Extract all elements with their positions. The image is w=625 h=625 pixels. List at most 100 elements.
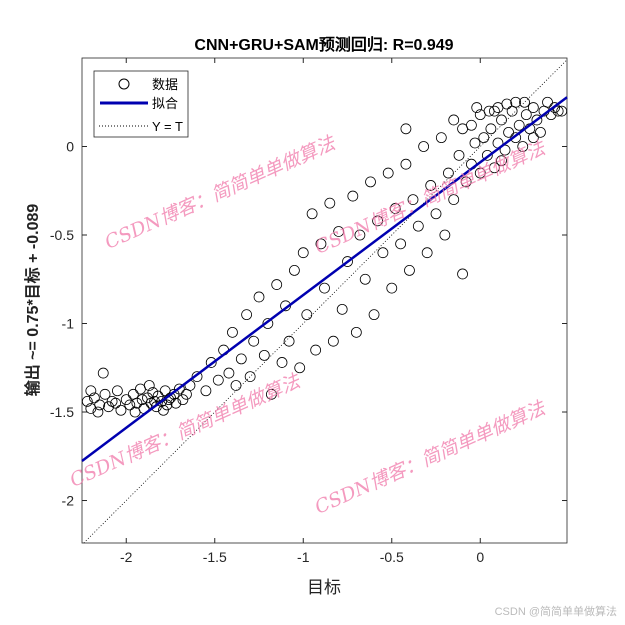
data-point	[501, 98, 513, 110]
data-point	[262, 318, 274, 329]
data-point	[517, 141, 529, 152]
data-point	[474, 167, 486, 179]
data-point	[549, 102, 561, 113]
data-point	[289, 265, 300, 276]
data-point	[412, 220, 424, 232]
data-point	[265, 388, 277, 400]
data-point	[205, 357, 217, 368]
data-point	[310, 344, 322, 356]
data-point	[276, 357, 288, 368]
data-point	[503, 126, 514, 138]
data-point	[85, 385, 97, 397]
data-point	[241, 309, 253, 321]
data-point	[421, 247, 433, 259]
data-point	[527, 102, 539, 113]
x-tick-label: -2	[120, 549, 133, 565]
data-point	[324, 197, 336, 209]
data-point	[81, 395, 93, 407]
data-point	[131, 397, 143, 409]
data-point	[170, 397, 182, 409]
data-point	[359, 273, 371, 285]
data-point	[158, 404, 169, 416]
data-point	[301, 309, 313, 321]
y-axis-label: 输出 ~= 0.75*目标 + -0.089	[23, 204, 42, 397]
data-point	[200, 385, 212, 397]
data-point	[448, 194, 460, 206]
data-point	[136, 394, 148, 406]
data-point	[223, 367, 235, 379]
data-point	[489, 162, 500, 174]
plot-area	[81, 57, 568, 544]
data-point	[481, 149, 493, 161]
data-point	[457, 268, 468, 280]
fit-line	[81, 96, 568, 462]
data-point	[306, 208, 318, 220]
data-point	[333, 226, 345, 237]
data-point	[471, 102, 483, 113]
data-point	[115, 404, 127, 416]
data-point	[510, 132, 522, 144]
data-point	[319, 282, 330, 294]
credit-text: CSDN @简简单单做算法	[494, 606, 617, 618]
data-point	[152, 390, 164, 402]
legend-marker-data	[118, 78, 130, 90]
data-point	[556, 105, 568, 117]
data-point	[212, 374, 224, 386]
data-point	[496, 114, 507, 126]
data-point	[253, 291, 265, 303]
y-tick-label: -1	[62, 316, 75, 332]
data-point	[368, 309, 380, 321]
data-point	[430, 208, 442, 220]
x-tick-label: -1	[297, 549, 310, 565]
data-point	[466, 119, 477, 131]
data-point	[177, 394, 189, 406]
legend-label-identity: Y = T	[152, 119, 183, 134]
data-point	[382, 167, 394, 179]
data-point	[92, 406, 104, 418]
data-point	[161, 399, 173, 411]
data-point	[552, 105, 564, 117]
data-point	[110, 397, 122, 409]
data-point	[395, 238, 407, 250]
data-point	[404, 265, 415, 276]
data-point	[418, 141, 430, 152]
data-point	[386, 282, 398, 294]
x-tick-label: 0	[476, 549, 484, 565]
data-point	[258, 349, 270, 361]
data-point	[97, 367, 109, 379]
data-point	[485, 123, 497, 135]
data-point	[520, 109, 532, 121]
data-point	[147, 387, 159, 398]
data-point	[535, 126, 546, 138]
y-tick-label: -2	[62, 493, 75, 509]
data-point	[336, 303, 348, 315]
data-point	[230, 380, 242, 391]
data-point	[496, 155, 507, 167]
data-point	[469, 137, 481, 149]
data-point	[294, 362, 306, 374]
data-point	[542, 96, 553, 108]
y-tick-label: -1.5	[50, 404, 74, 420]
data-point	[248, 335, 260, 347]
y-tick-label: 0	[66, 139, 74, 155]
data-point	[448, 114, 460, 126]
x-tick-label: -1.5	[203, 549, 227, 565]
data-point	[112, 385, 123, 397]
data-point	[531, 114, 543, 126]
data-point	[389, 203, 401, 214]
data-point	[489, 105, 500, 117]
data-point	[425, 180, 437, 191]
data-point	[297, 247, 309, 259]
legend-label-data: 数据	[152, 77, 178, 92]
data-point	[315, 238, 327, 250]
data-point	[347, 190, 359, 202]
data-point	[519, 96, 530, 108]
data-point	[478, 132, 490, 144]
data-point	[94, 399, 106, 411]
data-point	[173, 383, 185, 395]
data-point	[191, 371, 203, 383]
data-point	[143, 380, 155, 391]
data-point	[460, 176, 472, 188]
data-point	[99, 388, 111, 400]
